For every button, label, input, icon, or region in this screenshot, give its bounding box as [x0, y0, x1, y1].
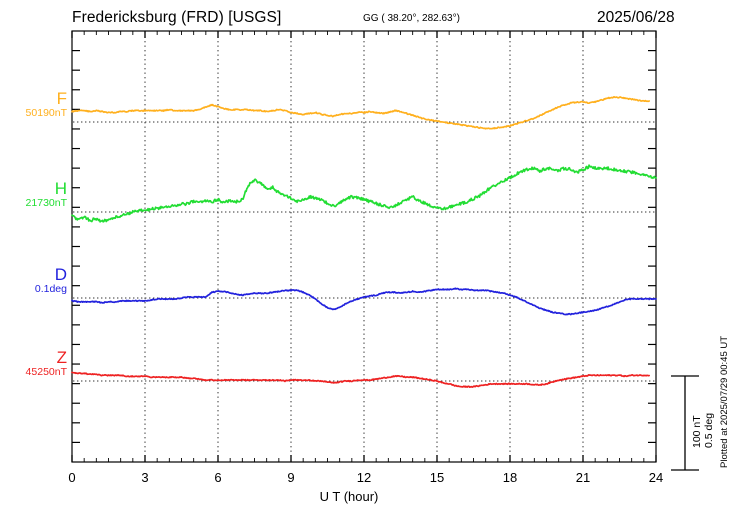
- component-baseline-value: 50190nT: [25, 106, 67, 119]
- data-traces: [71, 95, 657, 389]
- component-baseline-value: 45250nT: [25, 365, 67, 378]
- scale-bar-caption: 100 nT 0.5 deg: [691, 412, 716, 448]
- component-baseline-value: 0.1deg: [34, 282, 67, 295]
- component-name: H: [54, 179, 67, 198]
- observation-date: 2025/06/28: [597, 9, 675, 26]
- x-tick-label: 0: [68, 470, 76, 485]
- x-tick-label: 9: [287, 470, 295, 485]
- y-axis-ticks: [72, 49, 656, 444]
- scale-bar: [671, 375, 699, 471]
- component-label-d: D 0.1deg: [35, 266, 67, 295]
- component-baseline-value: 21730nT: [25, 196, 67, 209]
- plotted-at-text: Plotted at 2025/07/29 00:45 UT: [719, 335, 730, 468]
- x-tick-label: 6: [214, 470, 222, 485]
- x-tick-label: 18: [502, 470, 518, 485]
- component-label-f: F 50190nT: [26, 90, 67, 119]
- scale-deg-text: 0.5 deg: [702, 412, 715, 448]
- x-tick-label: 15: [429, 470, 445, 485]
- component-name: Z: [56, 348, 67, 367]
- page-title: Fredericksburg (FRD) [USGS]: [72, 9, 282, 26]
- x-tick-label: 21: [575, 470, 591, 485]
- component-label-z: Z 45250nT: [26, 349, 67, 378]
- x-tick-label: 12: [356, 470, 372, 485]
- component-label-h: H 21730nT: [26, 180, 67, 209]
- x-tick-label: 24: [648, 470, 664, 485]
- component-name: F: [56, 89, 67, 108]
- x-axis-ticks: [71, 31, 657, 462]
- scale-nt-text: 100 nT: [691, 415, 703, 448]
- geographic-coordinates: GG ( 38.20°, 282.63°): [363, 13, 460, 24]
- vertical-gridlines: [144, 32, 584, 461]
- x-tick-label: 3: [141, 470, 149, 485]
- x-axis-title: U T (hour): [319, 489, 379, 504]
- baseline-dotted-lines: [73, 121, 655, 382]
- component-name: D: [54, 265, 67, 284]
